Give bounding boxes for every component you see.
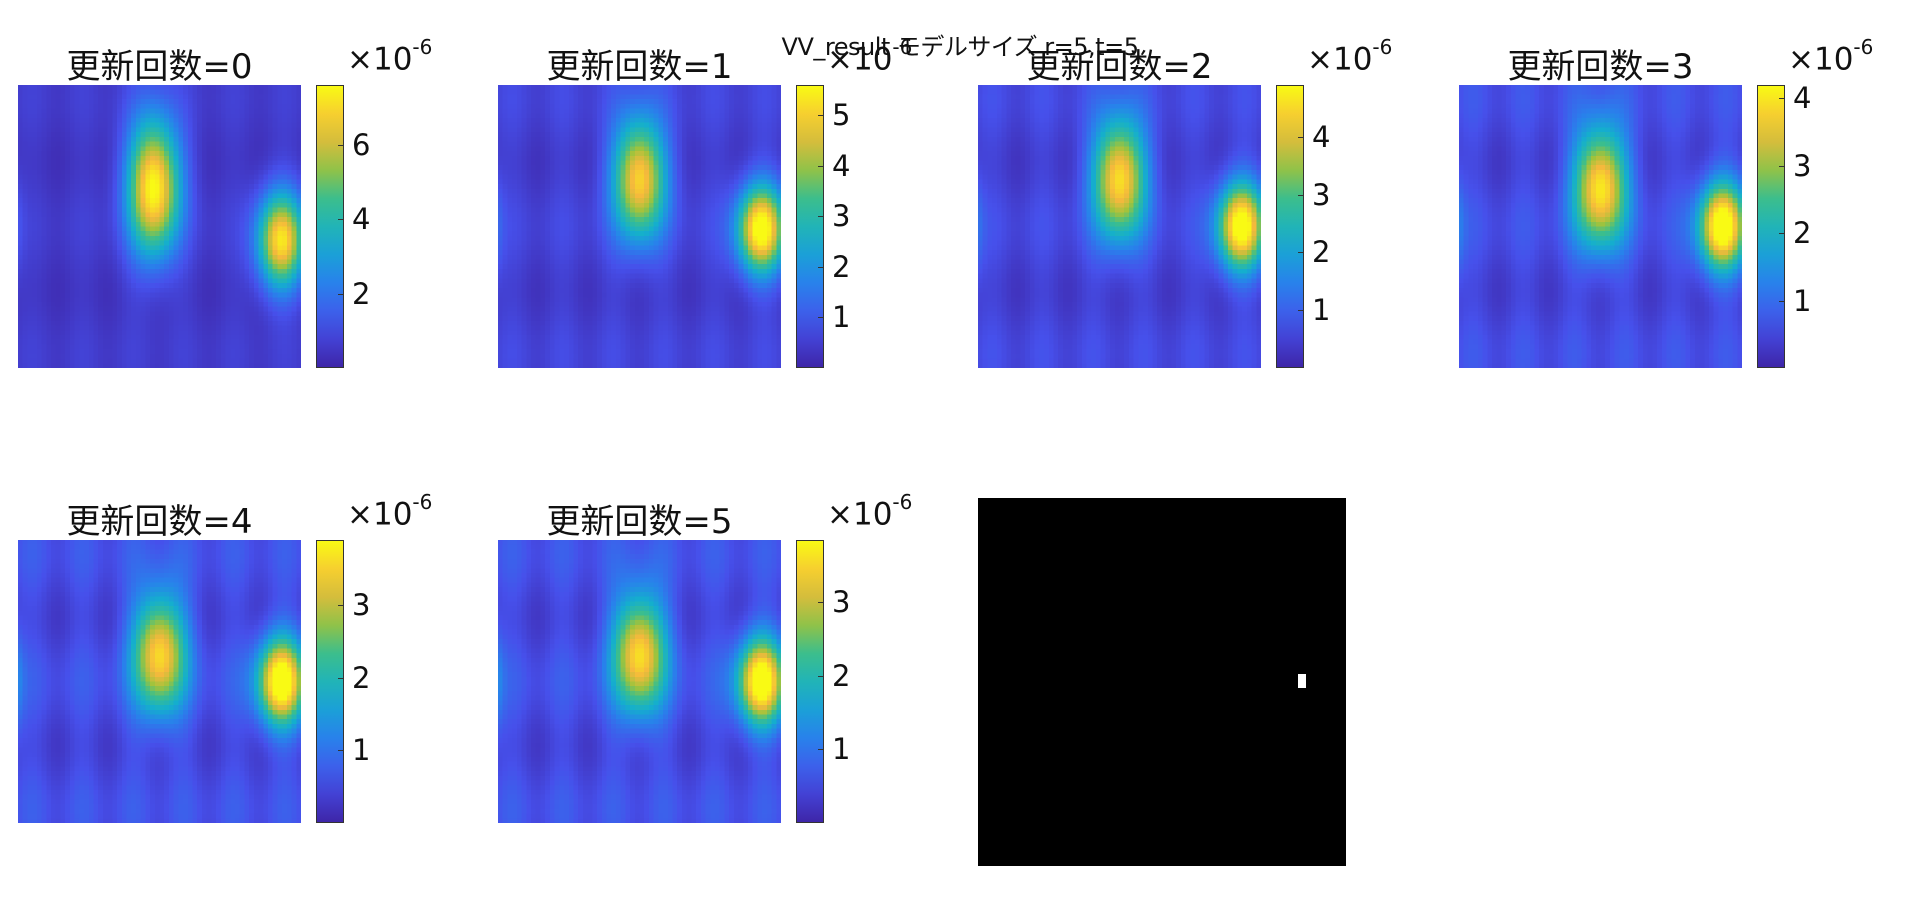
subplot-title: 更新回数=4 (66, 502, 253, 542)
colorbar-tick-mark (338, 293, 343, 295)
heatmap-image (978, 85, 1261, 368)
colorbar-tick-label: 2 (1312, 235, 1331, 270)
colorbar (1757, 85, 1785, 368)
colorbar-tick-label: 2 (352, 276, 371, 311)
figure-suptitle: VV_result モデルサイズ r=5,t=5 (781, 33, 1139, 61)
colorbar-tick-label: 4 (1312, 119, 1331, 154)
colorbar-tick-label: 3 (352, 588, 371, 623)
colorbar-multiplier: ×10-6 (827, 35, 912, 78)
multiplier-exponent: -6 (892, 35, 913, 59)
colorbar-tick-mark (818, 216, 823, 218)
multiplier-exponent: -6 (412, 35, 433, 59)
colorbar-tick-mark (1298, 252, 1303, 254)
multiplier-base: ×10 (347, 496, 413, 533)
colorbar-tick-label: 2 (1793, 216, 1812, 251)
colorbar-tick-label: 3 (1793, 148, 1812, 183)
heatmap-canvas (978, 85, 1261, 368)
multiplier-exponent: -6 (1853, 35, 1874, 59)
colorbar-tick-mark (1779, 233, 1784, 235)
heatmap-image (498, 85, 781, 368)
multiplier-base: ×10 (827, 41, 893, 78)
colorbar-tick-label: 1 (832, 732, 851, 767)
mask-image (978, 498, 1346, 866)
colorbar (796, 85, 824, 368)
colorbar-tick-mark (818, 266, 823, 268)
colorbar-tick-label: 2 (832, 658, 851, 693)
subplot-title: 更新回数=0 (66, 47, 253, 87)
multiplier-base: ×10 (1307, 41, 1373, 78)
colorbar-tick-label: 1 (352, 733, 371, 768)
colorbar-tick-mark (1779, 165, 1784, 167)
mask-marked-pixel (1298, 674, 1306, 688)
colorbar-multiplier: ×10-6 (1307, 35, 1392, 78)
colorbar-tick-label: 3 (1312, 177, 1331, 212)
heatmap-canvas (18, 540, 301, 823)
colorbar-tick-mark (1298, 136, 1303, 138)
colorbar-multiplier: ×10-6 (827, 490, 912, 533)
multiplier-exponent: -6 (1372, 35, 1393, 59)
colorbar-tick-mark (1779, 98, 1784, 100)
heatmap-canvas (498, 85, 781, 368)
multiplier-exponent: -6 (412, 490, 433, 514)
colorbar (316, 540, 344, 823)
subplot-title: 更新回数=2 (1026, 47, 1213, 87)
colorbar-tick-label: 2 (352, 660, 371, 695)
colorbar-tick-mark (1779, 300, 1784, 302)
heatmap-image (1459, 85, 1742, 368)
colorbar-tick-mark (818, 317, 823, 319)
multiplier-base: ×10 (827, 496, 893, 533)
colorbar (796, 540, 824, 823)
multiplier-base: ×10 (347, 41, 413, 78)
heatmap-image (498, 540, 781, 823)
colorbar-tick-label: 1 (1793, 283, 1812, 318)
colorbar (1276, 85, 1304, 368)
colorbar-tick-label: 3 (832, 585, 851, 620)
colorbar-tick-mark (1298, 310, 1303, 312)
heatmap-canvas (498, 540, 781, 823)
heatmap-image (18, 540, 301, 823)
colorbar-tick-label: 5 (832, 98, 851, 133)
subplot-title: 更新回数=1 (546, 47, 733, 87)
colorbar-tick-mark (818, 115, 823, 117)
colorbar-tick-label: 3 (832, 199, 851, 234)
heatmap-image (18, 85, 301, 368)
multiplier-base: ×10 (1788, 41, 1854, 78)
heatmap-canvas (1459, 85, 1742, 368)
colorbar (316, 85, 344, 368)
colorbar-tick-mark (818, 165, 823, 167)
colorbar-tick-mark (338, 144, 343, 146)
colorbar-tick-mark (338, 677, 343, 679)
colorbar-tick-mark (818, 602, 823, 604)
colorbar-tick-label: 4 (832, 148, 851, 183)
multiplier-exponent: -6 (892, 490, 913, 514)
colorbar-multiplier: ×10-6 (347, 490, 432, 533)
heatmap-canvas (18, 85, 301, 368)
colorbar-tick-mark (338, 605, 343, 607)
colorbar-tick-label: 2 (832, 249, 851, 284)
colorbar-tick-mark (338, 219, 343, 221)
colorbar-tick-label: 1 (832, 300, 851, 335)
subplot-title: 更新回数=3 (1507, 47, 1694, 87)
colorbar-tick-mark (818, 749, 823, 751)
colorbar-tick-label: 4 (1793, 81, 1812, 116)
colorbar-tick-mark (338, 750, 343, 752)
colorbar-tick-mark (1298, 194, 1303, 196)
colorbar-multiplier: ×10-6 (1788, 35, 1873, 78)
subplot-title: 更新回数=5 (546, 502, 733, 542)
colorbar-multiplier: ×10-6 (347, 35, 432, 78)
colorbar-tick-label: 1 (1312, 293, 1331, 328)
colorbar-tick-label: 4 (352, 202, 371, 237)
colorbar-tick-mark (818, 675, 823, 677)
colorbar-tick-label: 6 (352, 127, 371, 162)
